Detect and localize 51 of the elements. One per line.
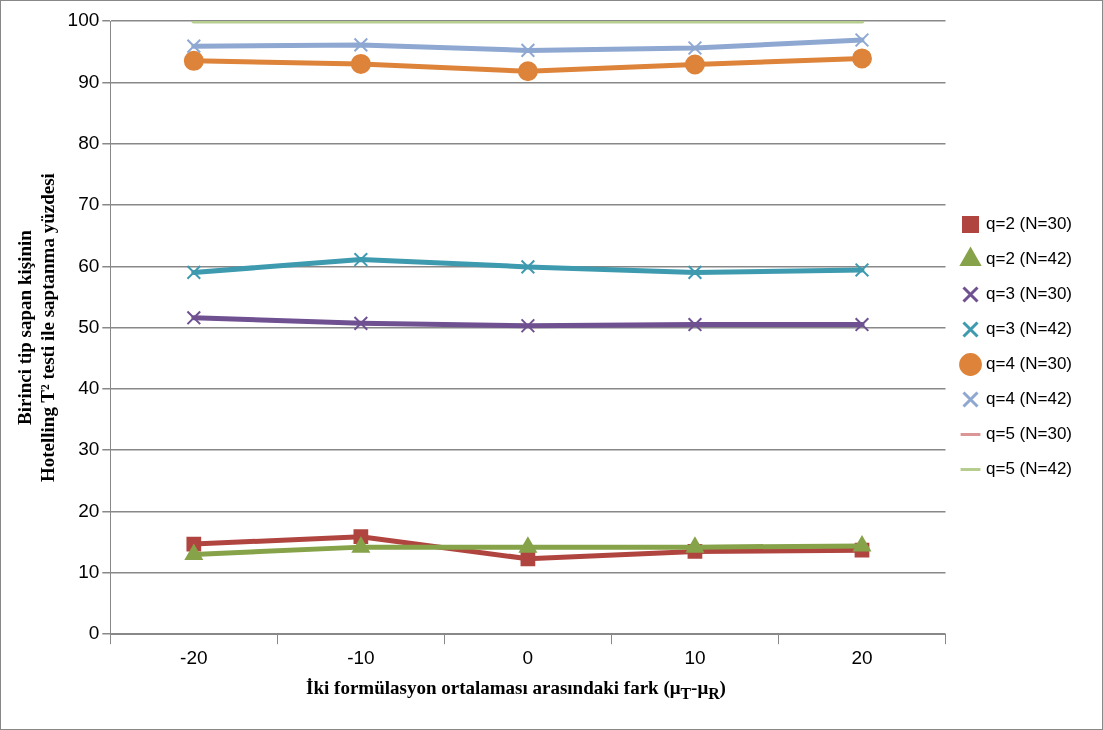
point (186, 38, 202, 54)
y-tick-label: 10 (78, 561, 100, 583)
point (684, 54, 705, 75)
point (854, 317, 870, 332)
point (851, 48, 872, 69)
point (186, 310, 202, 326)
y-axis-title: Birinci tip sapan kişinin Hotelling T² testi ile saptanma yüzdesi (14, 173, 59, 483)
y-tick-label: 50 (78, 315, 100, 337)
y-tick-label: 90 (78, 70, 100, 92)
point (520, 43, 536, 58)
legend-label: q=5 (N=30) (986, 424, 1072, 444)
legend-label: q=4 (N=30) (986, 354, 1072, 374)
point (186, 265, 202, 280)
x-tick-label: -10 (347, 646, 375, 668)
x-tick-label: 10 (684, 646, 706, 668)
point (350, 53, 371, 74)
point (185, 544, 203, 560)
y-tick-label: 40 (78, 377, 100, 399)
point (353, 252, 369, 267)
x-axis-title: İki formülasyon ortalaması arasındaki fark (μ$_{T}$-μ$_{R}$) (305, 677, 727, 703)
y-tick-label: 100 (67, 9, 100, 31)
x-tick-label: -20 (180, 646, 208, 668)
point (353, 315, 369, 331)
point (854, 32, 870, 48)
point (854, 262, 870, 278)
point (520, 318, 536, 334)
y-tick-label: 70 (78, 193, 100, 215)
point (353, 37, 369, 53)
point (519, 537, 537, 553)
x-tick-label: 20 (851, 646, 873, 668)
legend-label: q=3 (N=30) (986, 284, 1072, 304)
y-tick-label: 80 (78, 131, 100, 153)
legend-label: q=5 (N=42) (986, 459, 1072, 479)
point (686, 537, 704, 553)
legend-label: q=2 (N=42) (986, 249, 1072, 269)
point (517, 61, 538, 82)
point (853, 535, 871, 552)
y-tick-label: 30 (78, 438, 100, 460)
y-tick-label: 20 (78, 499, 100, 521)
y-tick-label: 60 (78, 254, 100, 276)
point (687, 265, 703, 280)
y-tick-label: 0 (88, 622, 100, 644)
x-tick-label: 0 (522, 646, 534, 668)
legend-label: q=2 (N=30) (986, 214, 1072, 234)
point (687, 40, 703, 56)
legend-label: q=3 (N=42) (986, 319, 1072, 339)
legend-label: q=4 (N=42) (986, 389, 1072, 409)
point (352, 537, 370, 553)
point (183, 50, 204, 71)
point (687, 317, 703, 332)
point (520, 259, 536, 275)
